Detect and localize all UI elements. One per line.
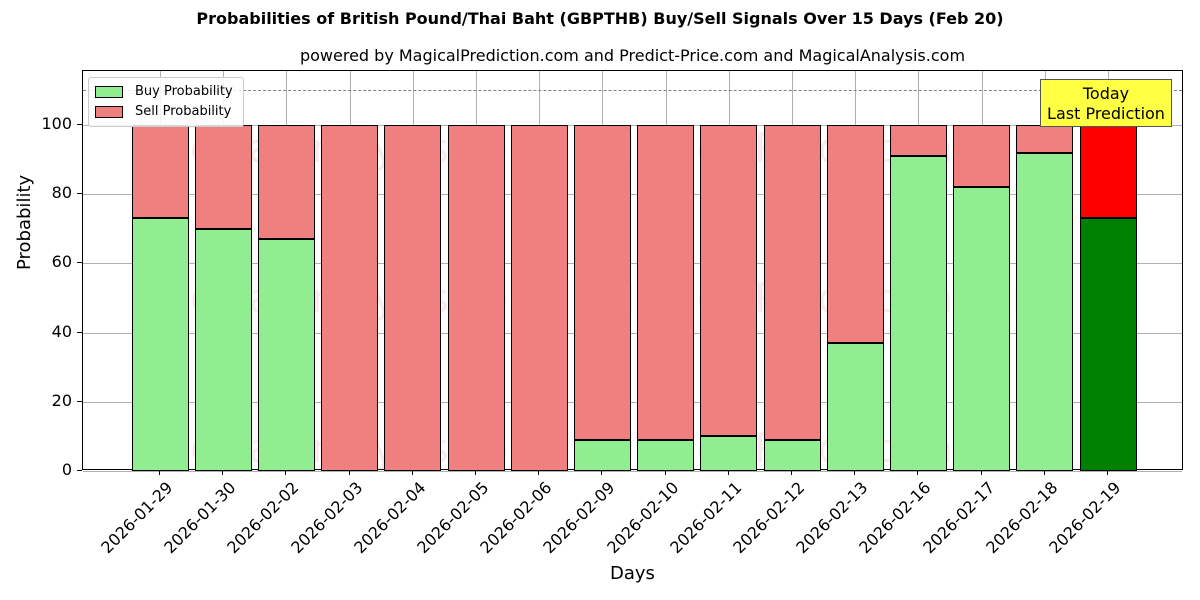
legend-item-buy: Buy Probability — [95, 84, 233, 99]
gridline-h — [83, 194, 1182, 196]
x-tick — [727, 470, 729, 475]
x-tick — [1043, 470, 1045, 475]
sell-bar — [700, 125, 758, 437]
legend: Buy Probability Sell Probability — [88, 77, 244, 127]
sell-bar — [953, 125, 1011, 188]
x-tick — [348, 470, 350, 475]
buy-bar — [194, 228, 252, 471]
sell-bar — [447, 125, 505, 471]
x-tick — [538, 470, 540, 475]
legend-label-buy: Buy Probability — [135, 84, 233, 99]
gridline-h — [83, 125, 1182, 126]
sell-bar — [1079, 125, 1137, 219]
sell-bar — [321, 125, 379, 471]
reference-line — [83, 90, 1182, 92]
chart-title: Probabilities of British Pound/Thai Baht… — [196, 9, 1004, 28]
x-tick — [601, 470, 603, 475]
sell-bar — [131, 125, 189, 219]
y-tick — [77, 193, 82, 195]
buy-bar — [1016, 152, 1074, 471]
y-tick-label: 0 — [61, 460, 72, 479]
y-tick — [77, 262, 82, 264]
y-tick — [77, 331, 82, 333]
annotation-line1: Today — [1082, 84, 1130, 103]
x-tick — [222, 470, 224, 475]
legend-item-sell: Sell Probability — [95, 104, 231, 119]
plot-area: MagicalAnalysis.comMagicalPrediction.com… — [82, 70, 1183, 472]
buy-bar — [1079, 218, 1137, 471]
x-tick — [917, 470, 919, 475]
y-tick-label: 40 — [51, 321, 72, 341]
sell-bar — [763, 125, 821, 440]
x-tick — [411, 470, 413, 475]
sell-bar — [637, 125, 695, 440]
buy-bar — [763, 439, 821, 471]
gridline-h — [83, 401, 1182, 403]
buy-swatch-icon — [95, 85, 123, 98]
y-tick-label: 20 — [51, 390, 72, 410]
sell-bar — [194, 125, 252, 229]
sell-bar — [257, 125, 315, 240]
buy-bar — [953, 187, 1011, 471]
gridline-h — [83, 263, 1182, 265]
x-tick — [159, 470, 160, 475]
buy-bar — [826, 342, 884, 471]
gridline-h — [83, 471, 1182, 472]
x-tick — [854, 470, 856, 475]
sell-swatch-icon — [95, 105, 123, 118]
today-annotation: Today Last Prediction — [1040, 79, 1172, 127]
y-tick — [77, 400, 82, 402]
sell-bar — [826, 125, 884, 343]
x-tick — [791, 470, 792, 475]
buy-bar — [131, 218, 189, 471]
x-tick — [980, 470, 982, 475]
buy-bar — [257, 239, 315, 471]
buy-bar — [637, 439, 695, 471]
x-tick — [475, 470, 476, 475]
buy-bar — [889, 156, 947, 471]
y-tick-label: 60 — [51, 252, 72, 272]
buy-bar — [573, 439, 631, 471]
y-tick-label: 100 — [41, 114, 72, 133]
gridline-h — [83, 332, 1182, 334]
buy-bar — [700, 436, 758, 471]
sell-bar — [889, 125, 947, 157]
y-tick — [77, 124, 82, 125]
x-tick — [1107, 470, 1108, 475]
sell-bar — [510, 125, 568, 471]
y-tick-label: 80 — [51, 183, 72, 203]
x-axis-label: Days — [610, 563, 655, 584]
x-tick — [664, 470, 666, 475]
x-tick — [285, 470, 287, 475]
annotation-line2: Last Prediction — [1047, 104, 1165, 123]
sell-bar — [384, 125, 442, 471]
sell-bar — [1016, 125, 1074, 153]
chart-subtitle: powered by MagicalPrediction.com and Pre… — [299, 46, 966, 65]
legend-label-sell: Sell Probability — [135, 104, 232, 119]
sell-bar — [573, 125, 631, 440]
y-tick — [77, 470, 82, 471]
